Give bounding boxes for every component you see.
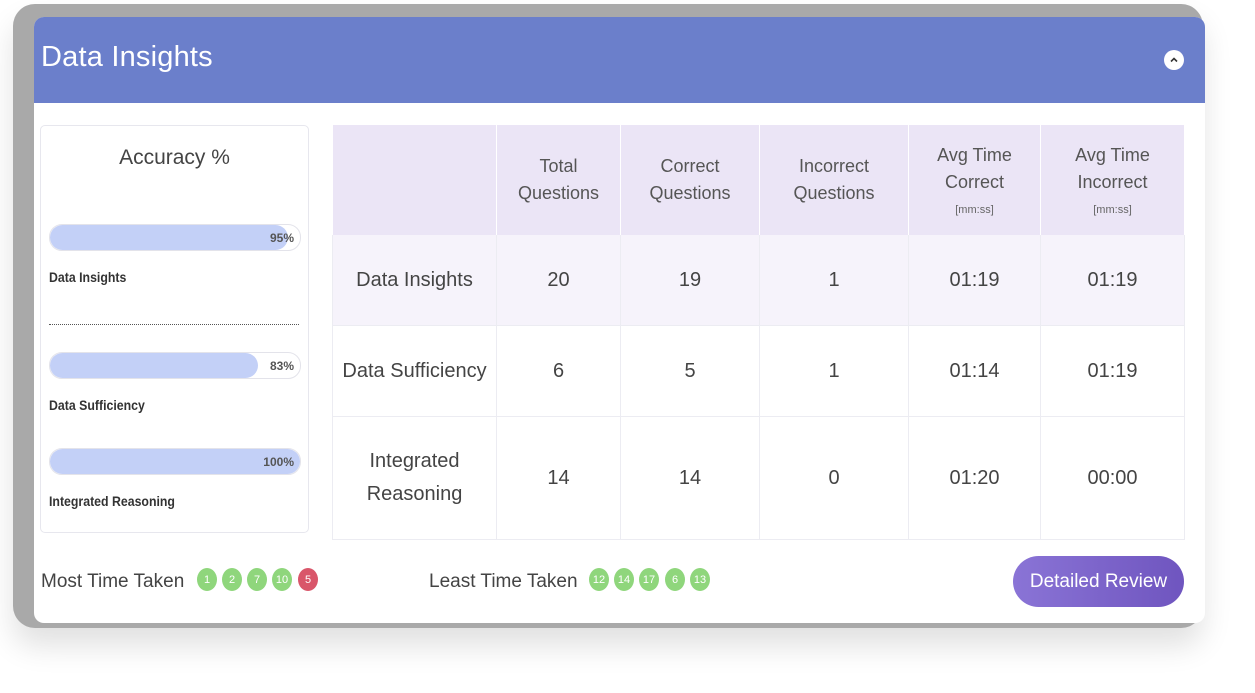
cell-incorrect: 0 [759, 416, 909, 540]
accuracy-label: Data Insights [49, 269, 127, 285]
question-badge[interactable]: 14 [614, 568, 634, 591]
table-header-row: Total Questions Correct Questions Incorrec… [332, 125, 1185, 235]
accuracy-percent: 100% [263, 455, 294, 469]
accuracy-percent: 83% [269, 359, 294, 373]
cell-avg-incorrect: 00:00 [1040, 416, 1185, 540]
chevron-up-icon[interactable] [1164, 50, 1184, 70]
window-frame: Data Insights Accuracy % 95% Data Insigh… [13, 4, 1205, 628]
accuracy-bar-fill [50, 449, 300, 474]
table-row: Integrated Reasoning 14 14 0 01:20 00:00 [332, 416, 1185, 540]
cell-total: 6 [496, 325, 621, 417]
detailed-review-button[interactable]: Detailed Review [1013, 556, 1184, 607]
cell-total: 14 [496, 416, 621, 540]
question-badge[interactable]: 2 [222, 568, 242, 591]
cell-avg-incorrect: 01:19 [1040, 235, 1185, 326]
column-header-correct: Correct Questions [620, 125, 760, 235]
accuracy-title: Accuracy % [119, 146, 230, 169]
accuracy-bar-fill [50, 225, 288, 250]
most-time-label: Most Time Taken [41, 571, 185, 592]
accuracy-bar-data-insights: 95% [49, 224, 301, 251]
data-insights-card: Data Insights Accuracy % 95% Data Insigh… [34, 17, 1205, 623]
stats-table: Total Questions Correct Questions Incorrec… [332, 125, 1185, 540]
column-header-incorrect: Incorrect Questions [759, 125, 909, 235]
question-badge[interactable]: 7 [247, 568, 267, 591]
accuracy-bar-data-sufficiency: 83% [49, 352, 301, 379]
cell-correct: 14 [620, 416, 760, 540]
least-time-label: Least Time Taken [429, 571, 578, 592]
accuracy-percent: 95% [269, 231, 294, 245]
cell-total: 20 [496, 235, 621, 326]
accuracy-panel: Accuracy % 95% Data Insights 83% Data Su… [40, 125, 309, 533]
accuracy-label: Integrated Reasoning [49, 493, 175, 509]
row-name: Data Insights [332, 235, 497, 326]
question-badge[interactable]: 1 [197, 568, 217, 591]
card-header: Data Insights [34, 17, 1205, 103]
table-row: Data Sufficiency 6 5 1 01:14 01:19 [332, 325, 1185, 417]
table-row: Data Insights 20 19 1 01:19 01:19 [332, 235, 1185, 326]
column-header [332, 125, 497, 235]
cell-avg-correct: 01:19 [908, 235, 1041, 326]
cell-avg-correct: 01:14 [908, 325, 1041, 417]
column-header-avg-incorrect: Avg Time Incorrect [mm:ss] [1040, 125, 1185, 235]
question-badge[interactable]: 6 [665, 568, 685, 591]
cell-correct: 19 [620, 235, 760, 326]
cell-correct: 5 [620, 325, 760, 417]
question-badge[interactable]: 12 [589, 568, 609, 591]
accuracy-bar-fill [50, 353, 258, 378]
column-header-avg-correct: Avg Time Correct [mm:ss] [908, 125, 1041, 235]
column-header-total: Total Questions [496, 125, 621, 235]
accuracy-label: Data Sufficiency [49, 397, 145, 413]
cell-incorrect: 1 [759, 235, 909, 326]
divider [49, 324, 299, 325]
row-name: Integrated Reasoning [332, 416, 497, 540]
cell-avg-correct: 01:20 [908, 416, 1041, 540]
question-badge[interactable]: 17 [639, 568, 659, 591]
cell-incorrect: 1 [759, 325, 909, 417]
row-name: Data Sufficiency [332, 325, 497, 417]
page-title: Data Insights [41, 41, 213, 73]
question-badge[interactable]: 13 [690, 568, 710, 591]
question-badge[interactable]: 10 [272, 568, 292, 591]
question-badge[interactable]: 5 [298, 568, 318, 591]
cell-avg-incorrect: 01:19 [1040, 325, 1185, 417]
accuracy-bar-integrated-reasoning: 100% [49, 448, 301, 475]
